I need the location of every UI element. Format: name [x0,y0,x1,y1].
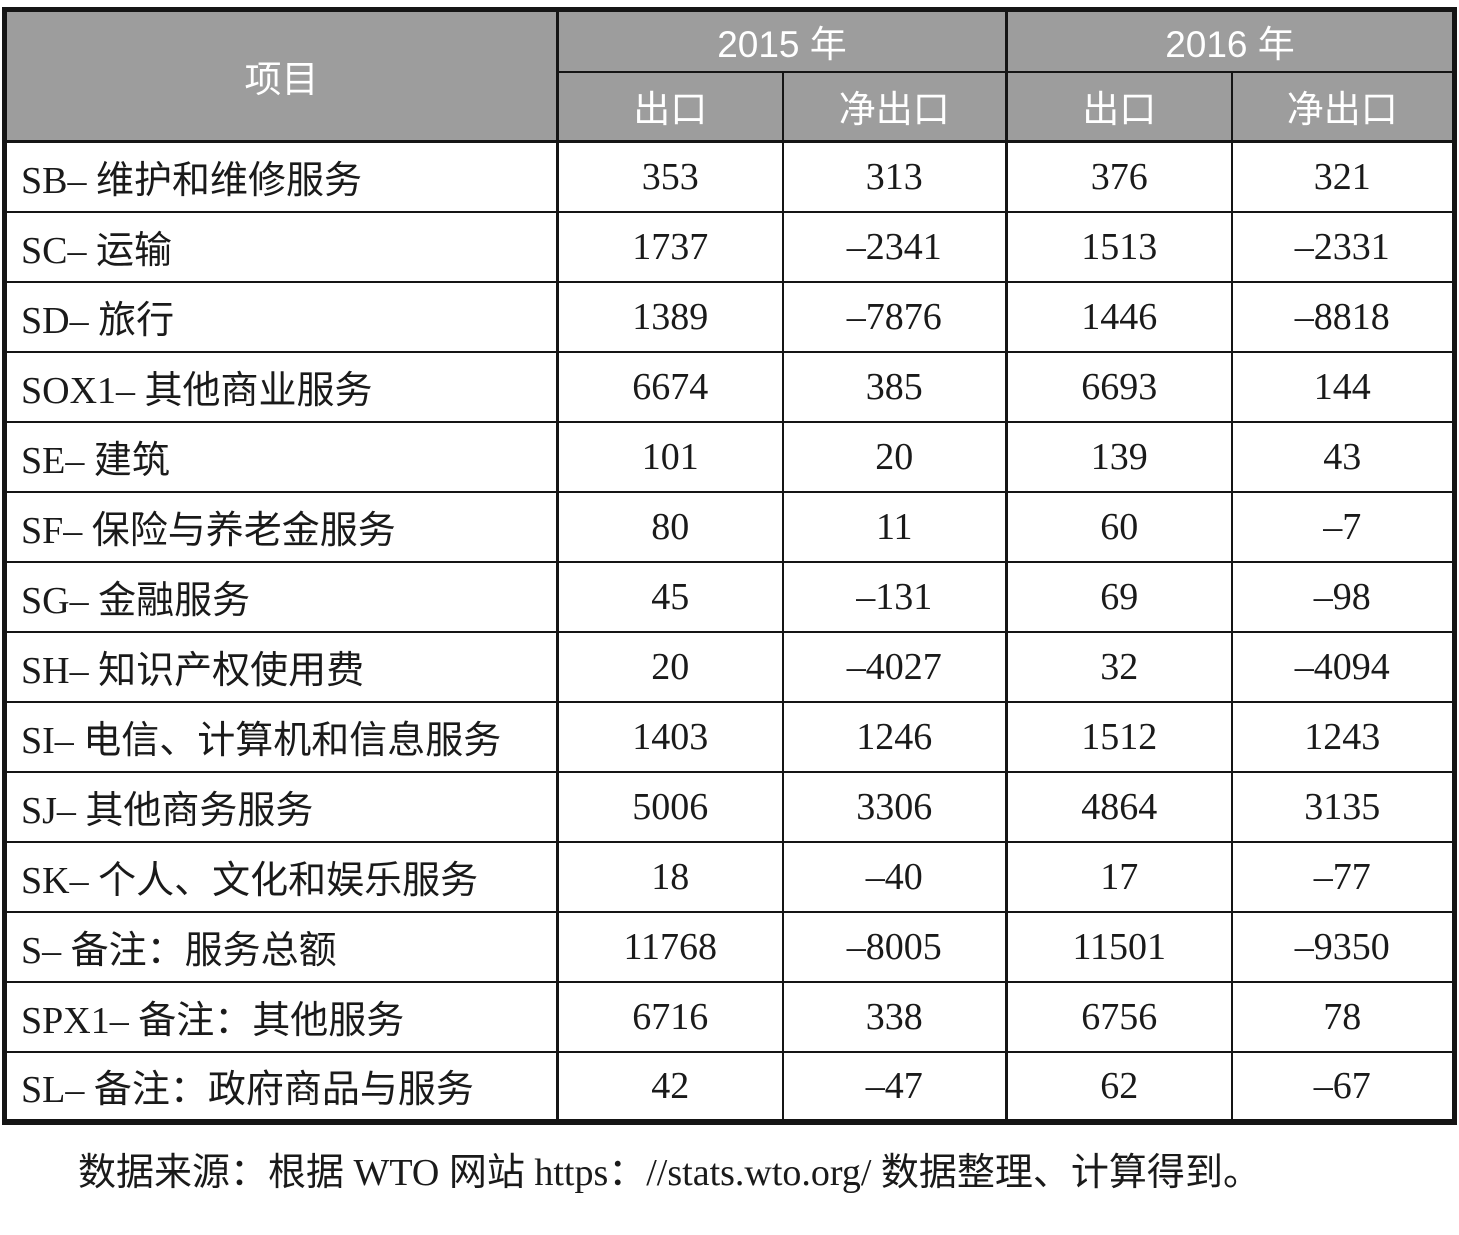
value-cell: 3306 [781,770,1008,843]
value-cell: –47 [781,1050,1008,1123]
column-header-item: 项目 [3,8,559,143]
value-cell: 1446 [1005,280,1233,353]
value-cell: 101 [556,420,784,493]
value-cell: 18 [556,840,784,913]
value-cell: 353 [556,140,784,213]
table-row: SJ– 其他商务服务 5006 3306 4864 3135 [3,770,1456,843]
table-header: 项目 2015 年 2016 年 出口 净出口 出口 净出口 [3,8,1456,143]
value-cell: 80 [556,490,784,563]
column-header-2016: 2016 年 [1005,8,1456,73]
value-cell: 11768 [556,910,784,983]
value-cell: 1243 [1230,700,1456,773]
table-row: SD– 旅行 1389 –7876 1446 –8818 [3,280,1456,353]
value-cell: –8005 [781,910,1008,983]
data-source-note: 数据来源：根据 WTO 网站 https：//stats.wto.org/ 数据… [78,1151,1261,1194]
value-cell: 313 [781,140,1008,213]
table-row: S– 备注：服务总额 11768 –8005 11501 –9350 [3,910,1456,983]
value-cell: 11 [781,490,1008,563]
table-row: SK– 个人、文化和娱乐服务 18 –40 17 –77 [3,840,1456,913]
value-cell: 3135 [1230,770,1456,843]
table-row: SB– 维护和维修服务 353 313 376 321 [3,140,1456,213]
services-trade-table: 项目 2015 年 2016 年 出口 净出口 出口 净出口 SB– 维护和维修… [2,7,1457,1125]
value-cell: 69 [1005,560,1233,633]
row-label: SOX1– 其他商业服务 [3,350,559,423]
header-sub-row: 出口 净出口 出口 净出口 [5,70,1456,143]
value-cell: –7 [1230,490,1456,563]
value-cell: 1737 [556,210,784,283]
column-header-2016-net-export: 净出口 [1230,70,1456,143]
table-row: SG– 金融服务 45 –131 69 –98 [3,560,1456,633]
value-cell: 6716 [556,980,784,1053]
value-cell: 20 [556,630,784,703]
value-cell: 78 [1230,980,1456,1053]
value-cell: 6674 [556,350,784,423]
value-cell: 1403 [556,700,784,773]
row-label: SF– 保险与养老金服务 [3,490,559,563]
row-label: SG– 金融服务 [3,560,559,633]
value-cell: 6756 [1005,980,1233,1053]
value-cell: –4027 [781,630,1008,703]
table-row: SF– 保险与养老金服务 80 11 60 –7 [3,490,1456,563]
table-row: SI– 电信、计算机和信息服务 1403 1246 1512 1243 [3,700,1456,773]
value-cell: 144 [1230,350,1456,423]
value-cell: 11501 [1005,910,1233,983]
value-cell: 4864 [1005,770,1233,843]
table-row: SOX1– 其他商业服务 6674 385 6693 144 [3,350,1456,423]
value-cell: 45 [556,560,784,633]
value-cell: 338 [781,980,1008,1053]
column-header-2015-net-export: 净出口 [781,70,1008,143]
row-label: SL– 备注：政府商品与服务 [3,1050,559,1123]
value-cell: 1512 [1005,700,1233,773]
value-cell: 60 [1005,490,1233,563]
value-cell: 32 [1005,630,1233,703]
value-cell: –67 [1230,1050,1456,1123]
value-cell: –9350 [1230,910,1456,983]
table-row: SE– 建筑 101 20 139 43 [3,420,1456,493]
table-body: SB– 维护和维修服务 353 313 376 321 SC– 运输 1737 –2341 15… [3,140,1456,1123]
value-cell: 20 [781,420,1008,493]
row-label: SD– 旅行 [3,280,559,353]
value-cell: –131 [781,560,1008,633]
value-cell: –2331 [1230,210,1456,283]
value-cell: 385 [781,350,1008,423]
header-year-row: 项目 2015 年 2016 年 [3,8,1456,143]
value-cell: –4094 [1230,630,1456,703]
value-cell: –8818 [1230,280,1456,353]
table-row: SH– 知识产权使用费 20 –4027 32 –4094 [3,630,1456,703]
value-cell: –77 [1230,840,1456,913]
value-cell: 139 [1005,420,1233,493]
value-cell: 5006 [556,770,784,843]
value-cell: –98 [1230,560,1456,633]
value-cell: 1389 [556,280,784,353]
column-header-2015-export: 出口 [556,70,784,143]
row-label: SI– 电信、计算机和信息服务 [3,700,559,773]
column-header-2016-export: 出口 [1005,70,1233,143]
row-label: SK– 个人、文化和娱乐服务 [3,840,559,913]
row-label: SC– 运输 [3,210,559,283]
value-cell: 42 [556,1050,784,1123]
row-label: SE– 建筑 [3,420,559,493]
column-header-2015: 2015 年 [556,8,1008,73]
value-cell: 321 [1230,140,1456,213]
row-label: SJ– 其他商务服务 [3,770,559,843]
row-label: S– 备注：服务总额 [3,910,559,983]
row-label: SPX1– 备注：其他服务 [3,980,559,1053]
value-cell: 43 [1230,420,1456,493]
value-cell: 17 [1005,840,1233,913]
row-label: SB– 维护和维修服务 [3,140,559,213]
row-label: SH– 知识产权使用费 [3,630,559,703]
value-cell: –2341 [781,210,1008,283]
table-row: SL– 备注：政府商品与服务 42 –47 62 –67 [3,1050,1456,1123]
value-cell: 6693 [1005,350,1233,423]
value-cell: 62 [1005,1050,1233,1123]
table-row: SPX1– 备注：其他服务 6716 338 6756 78 [3,980,1456,1053]
value-cell: –40 [781,840,1008,913]
value-cell: 1246 [781,700,1008,773]
value-cell: –7876 [781,280,1008,353]
value-cell: 376 [1005,140,1233,213]
table-row: SC– 运输 1737 –2341 1513 –2331 [3,210,1456,283]
value-cell: 1513 [1005,210,1233,283]
